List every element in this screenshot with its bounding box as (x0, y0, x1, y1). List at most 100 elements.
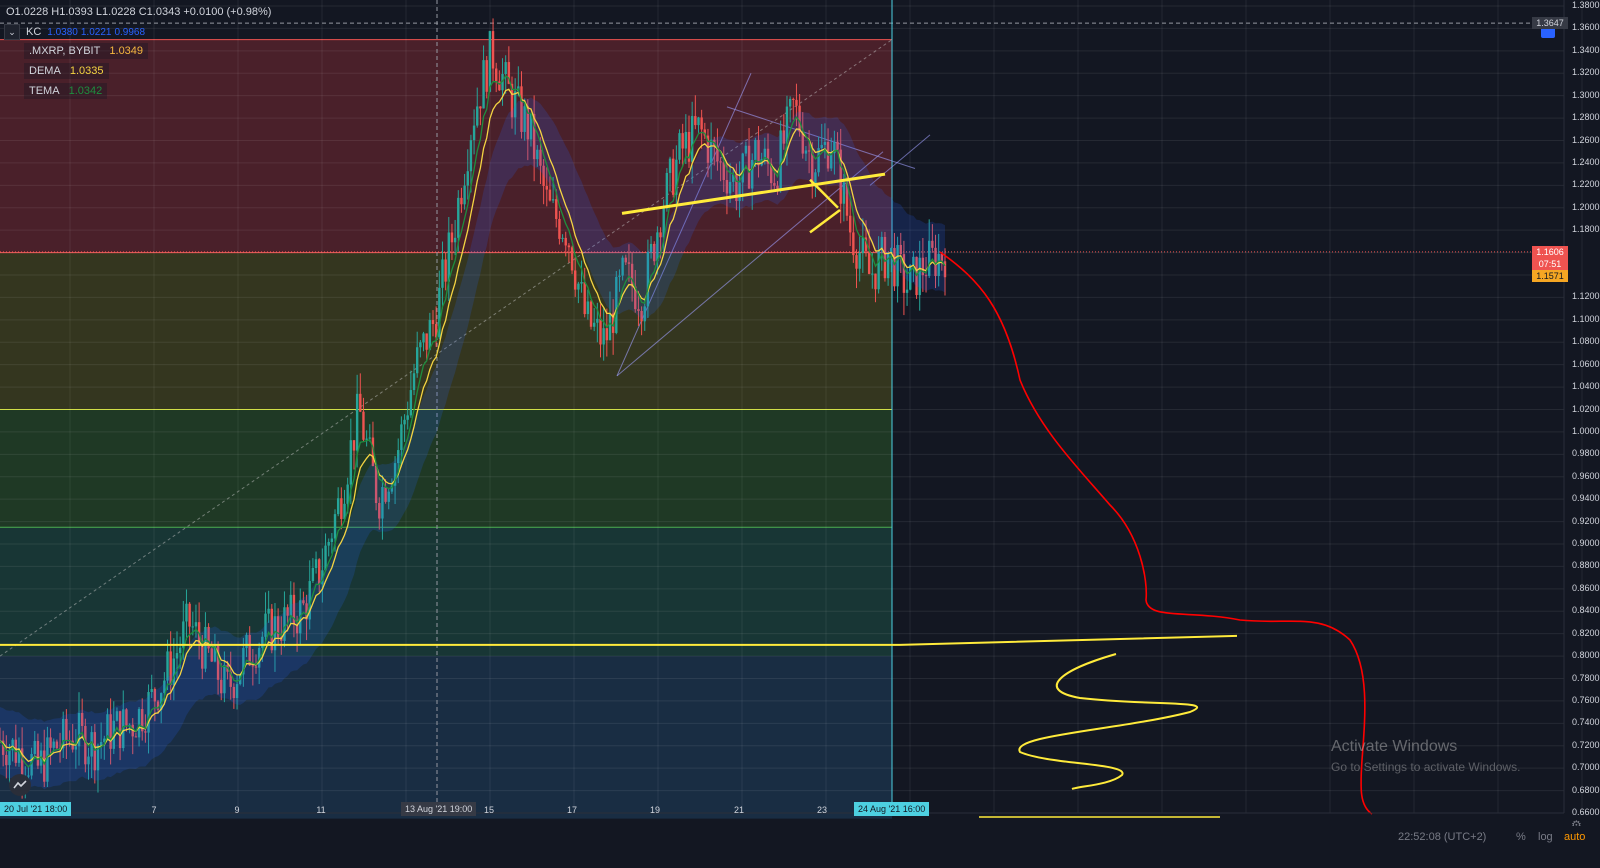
time-axis-label: 21 (734, 805, 744, 815)
price-axis-label: 1.2800 (1572, 112, 1600, 122)
candle-body (419, 342, 421, 347)
candle-body (795, 100, 797, 106)
tema-value: 1.0342 (69, 85, 103, 97)
symbol-name: .MXRP, BYBIT (29, 45, 100, 57)
chevron-down-icon[interactable]: ⌄ (4, 24, 20, 40)
candle-body (672, 159, 674, 195)
log-scale-button[interactable]: log (1538, 831, 1553, 843)
candle-body (792, 99, 794, 100)
candle-body (874, 274, 876, 290)
candle-body (858, 253, 860, 269)
price-axis-label: 0.9200 (1572, 516, 1600, 526)
candle-body (267, 609, 269, 614)
time-axis-label: 17 (567, 805, 577, 815)
candle-body (365, 439, 367, 440)
candle-body (855, 255, 857, 269)
candle-body (849, 216, 851, 233)
price-axis-label: 1.2200 (1572, 179, 1600, 189)
candle-body (678, 133, 680, 160)
time-axis-label: 7 (151, 805, 156, 815)
candle-body (448, 232, 450, 281)
price-axis-label: 1.1000 (1572, 314, 1600, 324)
price-axis-label: 0.9800 (1572, 448, 1600, 458)
candle-body (195, 622, 197, 626)
time-axis-label: 19 (650, 805, 660, 815)
candle-body (546, 186, 548, 190)
price-axis-label: 1.1200 (1572, 291, 1600, 301)
activate-windows-subtitle: Go to Settings to activate Windows. (1331, 760, 1520, 774)
candle-body (403, 420, 405, 425)
price-axis-label: 0.7200 (1572, 740, 1600, 750)
percent-scale-button[interactable]: % (1516, 831, 1526, 843)
candle-body (577, 284, 579, 290)
candle-body (697, 117, 699, 125)
candle-body (454, 238, 456, 242)
price-axis-label: 1.2600 (1572, 135, 1600, 145)
candle-body (467, 171, 469, 185)
price-axis-label: 1.2000 (1572, 202, 1600, 212)
price-axis-label: 1.1800 (1572, 224, 1600, 234)
price-axis-label: 0.7400 (1572, 717, 1600, 727)
candle-body (327, 542, 329, 546)
candle-body (331, 538, 333, 541)
price-tag: 1.3647 (1532, 17, 1568, 29)
candle-body (400, 424, 402, 450)
time-start-label: 20 Jul '21 18:00 (0, 802, 71, 816)
auto-scale-button[interactable]: auto (1564, 831, 1585, 843)
candle-body (609, 313, 611, 340)
tema-name: TEMA (29, 85, 60, 97)
candle-body (312, 568, 314, 581)
candle-body (669, 159, 671, 173)
price-axis-label: 1.0000 (1572, 426, 1600, 436)
candle-body (315, 559, 317, 568)
candle-body (473, 126, 475, 141)
candle-body (441, 259, 443, 287)
candle-body (482, 60, 484, 108)
candle-body (685, 132, 687, 149)
candle-body (590, 301, 592, 326)
candle-body (151, 689, 153, 692)
price-axis-label: 1.0600 (1572, 359, 1600, 369)
candle-body (694, 116, 696, 125)
candle-body (558, 219, 560, 239)
price-axis-label: 1.3600 (1572, 22, 1600, 32)
candle-body (852, 232, 854, 255)
candle-body (350, 440, 352, 484)
candle-body (504, 62, 506, 74)
candle-body (429, 320, 431, 350)
candle-body (489, 31, 491, 92)
price-axis-label: 1.3200 (1572, 67, 1600, 77)
dema-indicator[interactable]: DEMA 1.0335 (24, 63, 109, 79)
candle-body (492, 31, 494, 68)
candle-body (362, 412, 364, 440)
candle-body (555, 199, 557, 219)
candle-body (700, 117, 702, 129)
candle-body (340, 498, 342, 519)
candle-body (587, 301, 589, 314)
ohlc-legend: O1.0228 H1.0393 L1.0228 C1.0343 +0.0100 … (6, 6, 275, 18)
candle-body (407, 415, 409, 419)
symbol-value: 1.0349 (109, 45, 143, 57)
candle-body (565, 238, 567, 246)
candle-body (337, 498, 339, 514)
kc-indicator-row[interactable]: ⌄ KC 1.0380 1.0221 0.9968 (4, 24, 148, 40)
candle-body (176, 653, 178, 658)
price-axis-label: 0.8400 (1572, 605, 1600, 615)
candle-body (185, 604, 187, 622)
candle-body (356, 394, 358, 451)
candle-body (596, 319, 598, 323)
candle-body (574, 270, 576, 289)
kc-value-lower: 0.9968 (114, 27, 145, 38)
price-axis-label: 1.0400 (1572, 381, 1600, 391)
candle-body (602, 328, 604, 344)
tradingview-logo-icon[interactable] (9, 774, 31, 796)
candle-body (666, 173, 668, 208)
candle-body (444, 259, 446, 281)
candle-body (425, 333, 427, 349)
symbol-indicator[interactable]: .MXRP, BYBIT 1.0349 (24, 43, 148, 59)
tema-indicator[interactable]: TEMA 1.0342 (24, 83, 107, 99)
candle-body (561, 238, 563, 239)
price-tag: 1.1571 (1532, 270, 1568, 282)
activate-windows-title: Activate Windows (1331, 738, 1457, 756)
bottom-toolbar (0, 826, 1600, 868)
